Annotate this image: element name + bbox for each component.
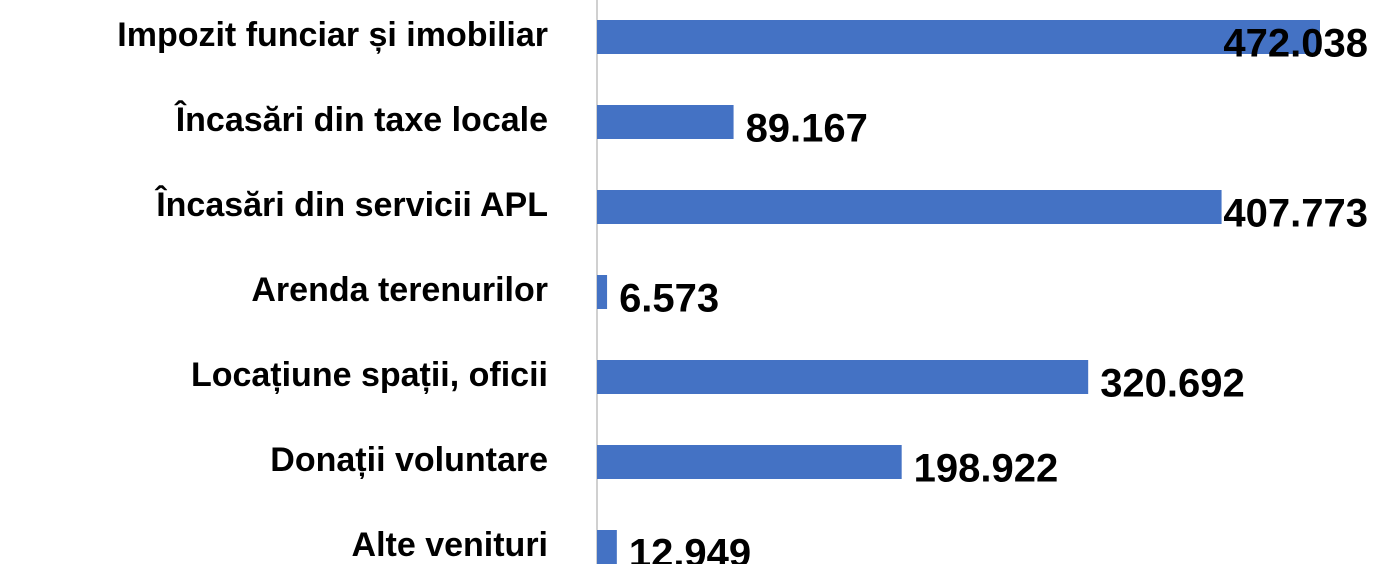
category-label: Donații voluntare xyxy=(270,441,548,479)
category-label: Locațiune spații, oficii xyxy=(191,356,548,394)
value-label: 198.922 xyxy=(914,447,1059,491)
value-label: 6.573 xyxy=(619,277,719,321)
category-label: Impozit funciar și imobiliar xyxy=(117,16,548,54)
value-label: 472.038 xyxy=(1223,22,1368,66)
bar xyxy=(597,190,1222,224)
bar xyxy=(597,360,1089,394)
category-label: Arenda terenurilor xyxy=(251,271,548,309)
bar xyxy=(597,445,902,479)
category-label: Alte venituri xyxy=(352,526,548,564)
bar xyxy=(597,105,734,139)
bar xyxy=(597,20,1320,54)
value-label: 407.773 xyxy=(1223,192,1368,236)
bar xyxy=(597,275,608,309)
category-label: Încasări din taxe locale xyxy=(174,101,548,139)
category-label: Încasări din servicii APL xyxy=(154,186,548,224)
value-label: 12.949 xyxy=(629,532,751,564)
bar xyxy=(597,530,617,564)
value-label: 320.692 xyxy=(1100,362,1245,406)
value-label: 89.167 xyxy=(746,107,868,151)
